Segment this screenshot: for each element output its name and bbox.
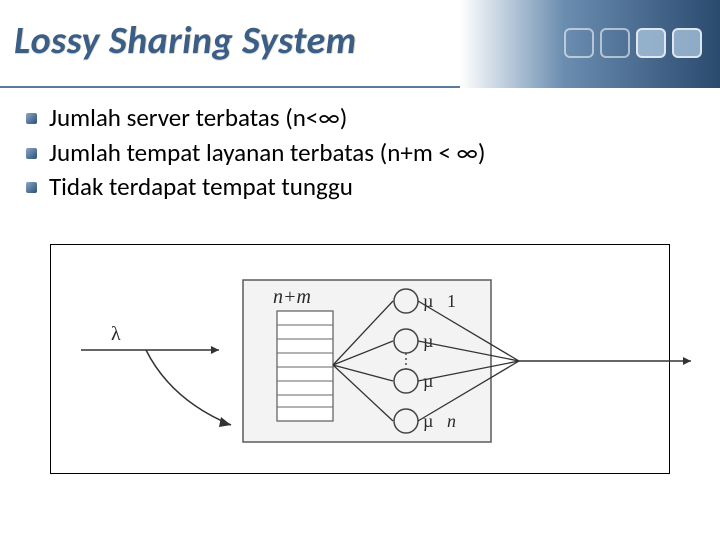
lambda-label: λ <box>111 323 121 345</box>
bullet-icon <box>26 113 37 124</box>
decorative-squares <box>564 28 702 58</box>
bullet-text: Jumlah server terbatas (n<∞) <box>49 102 347 135</box>
server-bottom-label: n <box>447 411 456 431</box>
bullet-text: Tidak terdapat tempat tunggu <box>49 171 353 204</box>
bullet-item: Jumlah server terbatas (n<∞) <box>26 102 694 135</box>
mu-label: µ <box>423 411 433 431</box>
content-area: Jumlah server terbatas (n<∞) Jumlah temp… <box>0 88 720 474</box>
page-title: Lossy Sharing System <box>14 18 357 64</box>
diagram-container: λ n+m <box>50 244 670 474</box>
deco-square <box>636 28 666 58</box>
mu-label: µ <box>423 331 433 351</box>
queue-label: n+m <box>273 286 311 308</box>
bullet-icon <box>26 148 37 159</box>
bullet-item: Jumlah tempat layanan terbatas (n+m < ∞) <box>26 137 694 170</box>
deco-square <box>600 28 630 58</box>
bullet-text: Jumlah tempat layanan terbatas (n+m < ∞) <box>49 137 485 170</box>
mu-label: µ <box>423 371 433 391</box>
deco-square <box>672 28 702 58</box>
server-top-label: 1 <box>447 291 456 311</box>
mu-label: µ <box>423 291 433 311</box>
bullet-icon <box>26 182 37 193</box>
header-band: Lossy Sharing System <box>0 0 720 88</box>
queue-diagram: λ n+m <box>51 245 719 473</box>
deco-square <box>564 28 594 58</box>
bullet-item: Tidak terdapat tempat tunggu <box>26 171 694 204</box>
